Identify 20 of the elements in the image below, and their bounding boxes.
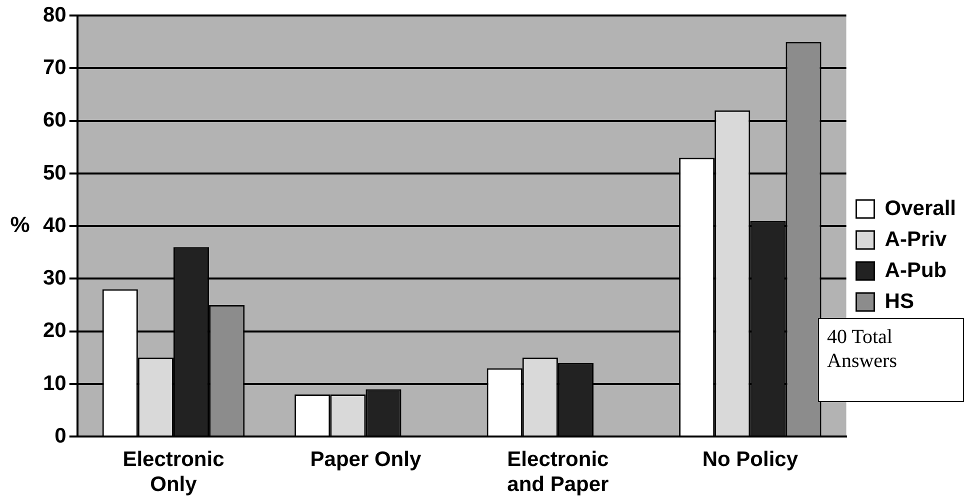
x-tick-label: Electronic Only [122, 448, 225, 496]
x-tick-label: No Policy [702, 448, 798, 471]
x-tick-label: Paper Only [310, 448, 422, 471]
y-tick-label: 80 [43, 3, 66, 26]
legend-label: A-Pub [884, 258, 947, 282]
y-tick-label: 40 [43, 214, 66, 237]
x-tick-label: Electronic and Paper [507, 448, 610, 496]
note-box: 40 Total Answers [818, 318, 964, 402]
y-tick-label: 0 [54, 424, 66, 448]
y-tick-label: 60 [43, 108, 66, 132]
legend-label: HS [884, 290, 914, 313]
y-tick-label: 10 [43, 372, 66, 395]
y-tick-label: 70 [43, 56, 66, 80]
y-tick-label: 50 [43, 161, 66, 184]
annotation: 40 Total Answers [827, 326, 897, 372]
legend-label: Overall [884, 196, 956, 220]
legend-label: A-Priv [884, 228, 947, 251]
y-axis-title: % [10, 212, 30, 238]
y-tick-label: 20 [43, 319, 66, 342]
y-tick-label: 30 [43, 266, 66, 290]
